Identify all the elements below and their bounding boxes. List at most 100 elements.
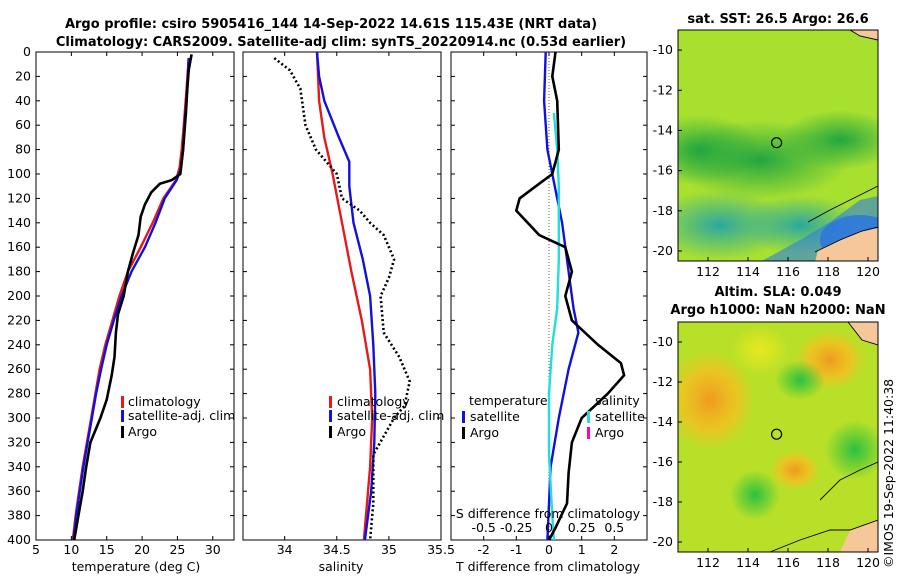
x-tick-label: 15 (99, 542, 115, 557)
series-t-satellite (542, 51, 580, 541)
sla-profile-marker (770, 428, 783, 440)
legend-s-argo: Argo (595, 425, 624, 440)
sst-field (678, 30, 878, 261)
legend-swatch-climatology (121, 396, 124, 408)
x-tick-label: 0 (545, 542, 553, 557)
x-tick-label: 35 (381, 542, 397, 557)
map-x-tick-label: 112 (696, 264, 720, 279)
legend-swatch-climatology (329, 396, 332, 408)
series-argo (72, 54, 193, 541)
legend-swatch-s-argo (587, 427, 590, 439)
map-y-tick-label: -10 (653, 334, 673, 349)
series-satellite-adj-clim (315, 51, 377, 541)
map-y-tick-label: -20 (653, 534, 673, 549)
x-tick-label: 10 (63, 542, 79, 557)
y-tick-label: 120 (7, 190, 31, 205)
map-y-tick-label: -18 (653, 494, 673, 509)
map-x-tick-label: 118 (816, 264, 840, 279)
legend-satellite: satellite-adj. clim (128, 408, 235, 423)
legend-t-argo: Argo (470, 425, 499, 440)
y-tick-label: 180 (7, 264, 31, 279)
y-tick-label: 0 (23, 44, 31, 59)
sla-field (678, 322, 878, 552)
y-tick-label: 340 (7, 459, 31, 474)
imos-credit: ©IMOS 19-Sep-2022 11:40:38 (881, 379, 896, 568)
difference-legend: temperature salinity satellite Argo sate… (462, 393, 645, 440)
map-x-tick-label: 112 (696, 555, 720, 570)
series-s-satellite (547, 112, 560, 541)
y-tick-label: 360 (7, 483, 31, 498)
x-tick-label: 1 (578, 542, 586, 557)
x-tick-label: -2 (477, 542, 489, 557)
legend-swatch-t-argo (462, 427, 465, 439)
x-tick-label: 2 (610, 542, 618, 557)
y-tick-label: 380 (7, 508, 31, 523)
salinity-xlabel: salinity (319, 559, 364, 574)
map-y-tick-label: -18 (653, 203, 673, 218)
legend-s-satellite: satellite (595, 409, 645, 424)
map-y-tick-label: -12 (653, 374, 673, 389)
y-tick-label: 220 (7, 312, 31, 327)
legend-swatch-s-satellite (587, 411, 590, 423)
y-tick-label: 400 (7, 532, 31, 547)
sla-map-title: Altim. SLA: 0.049 (715, 285, 842, 300)
figure-title-line1: Argo profile: csiro 5905416_144 14-Sep-2… (65, 17, 597, 32)
s-tick-label: 0.25 (568, 520, 596, 535)
map-x-tick-label: 114 (736, 555, 760, 570)
map-y-tick-label: -14 (653, 414, 673, 429)
x-tick-label: 5 (32, 542, 40, 557)
sst-map: sat. SST: 26.5 Argo: 26.6 112 114 116 118 12… (653, 12, 880, 279)
y-tick-label: 260 (7, 361, 31, 376)
legend-satellite: satellite-adj. clim (337, 408, 444, 423)
series-climatology (315, 51, 374, 541)
sla-map: Altim. SLA: 0.049 Argo h1000: NaN h2000:… (653, 285, 886, 570)
x-tick-label: -1 (510, 542, 522, 557)
legend-swatch-argo (329, 426, 332, 438)
sst-map-title: sat. SST: 26.5 Argo: 26.6 (687, 12, 868, 27)
y-tick-label: 240 (7, 337, 31, 352)
map-x-tick-label: 118 (816, 555, 840, 570)
map-y-tick-label: -16 (653, 454, 673, 469)
salinity-axes (242, 51, 442, 541)
y-tick-label: 320 (7, 434, 31, 449)
y-tick-label: 20 (15, 68, 31, 83)
x-tick-label: 25 (169, 542, 185, 557)
legend-salinity-title: salinity (595, 393, 640, 408)
salinity-panel: 34 34.5 35 35.5 salinity climatology satell… (242, 51, 455, 574)
legend-swatch-satellite (329, 410, 332, 422)
y-tick-label: 300 (7, 410, 31, 425)
map-x-tick-label: 114 (736, 264, 760, 279)
legend-swatch-satellite (121, 410, 124, 422)
s-tick-label: -0.5 (471, 520, 495, 535)
y-tick-label: 160 (7, 239, 31, 254)
series-argo (273, 57, 412, 541)
legend-climatology: climatology (128, 394, 201, 409)
sst-profile-marker (770, 137, 783, 149)
map-x-tick-label: 120 (856, 555, 880, 570)
temperature-panel: 5 10 15 20 25 3002040608010012014016018020022… (7, 44, 235, 574)
figure-title-line2: Climatology: CARS2009. Satellite-adj cli… (56, 35, 626, 50)
x-tick-label: 34 (277, 542, 293, 557)
x-tick-label: 30 (205, 542, 221, 557)
legend-climatology: climatology (337, 394, 410, 409)
map-x-tick-label: 116 (776, 264, 800, 279)
t-diff-xlabel: T difference from climatology (455, 559, 641, 574)
s-tick-label: -0.25 (500, 520, 532, 535)
y-tick-label: 280 (7, 386, 31, 401)
legend-temperature-title: temperature (469, 393, 548, 408)
x-tick-label: 34.5 (323, 542, 351, 557)
series-t-argo (514, 51, 626, 541)
legend-argo: Argo (337, 424, 366, 439)
difference-panel: -2 -1 0 1 2 T difference from climatology S … (450, 51, 648, 574)
map-y-tick-label: -14 (653, 122, 673, 137)
legend-swatch-argo (121, 426, 124, 438)
salinity-legend: climatology satellite-adj. clim Argo (329, 394, 444, 439)
legend-t-satellite: satellite (470, 409, 520, 424)
map-y-tick-label: -10 (653, 42, 673, 57)
y-tick-label: 200 (7, 288, 31, 303)
y-tick-label: 80 (15, 142, 31, 157)
temperature-xlabel: temperature (deg C) (72, 559, 201, 574)
map-y-tick-label: -16 (653, 163, 673, 178)
y-tick-label: 100 (7, 166, 31, 181)
